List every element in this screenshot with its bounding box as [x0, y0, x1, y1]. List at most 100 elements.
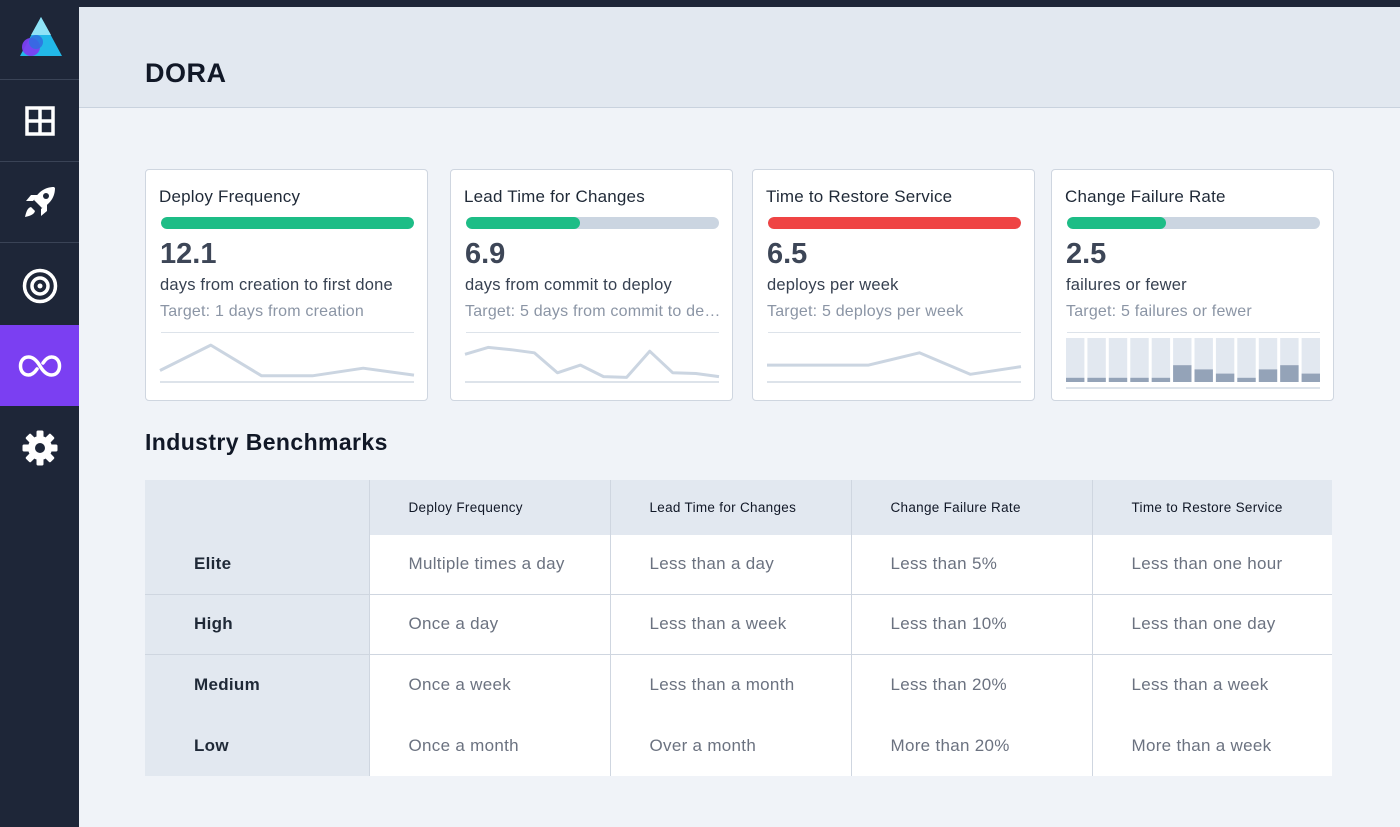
failure-bar — [1194, 369, 1213, 382]
bar-background — [1130, 338, 1149, 382]
failure-bar — [1087, 377, 1106, 382]
metric-card-time-to-restore[interactable]: Time to Restore Service 6.5 deploys per … — [752, 169, 1035, 401]
metric-value: 6.9 — [465, 238, 506, 270]
level-label: High — [145, 594, 370, 655]
table-cell: Less than 5% — [851, 535, 1093, 595]
failure-bar — [1215, 373, 1235, 382]
top-strip — [0, 0, 1400, 7]
table-row: Medium Once a week Less than a month Les… — [145, 654, 1332, 716]
page-title: DORA — [145, 58, 227, 88]
table-row: Low Once a month Over a month More than … — [145, 716, 1332, 776]
header-corner-cell — [145, 480, 370, 535]
bar-background — [1151, 338, 1171, 382]
table-cell: Once a week — [369, 654, 611, 716]
card-title: Time to Restore Service — [766, 187, 953, 206]
dashboard-grid-icon — [24, 106, 55, 136]
trend-sparkline — [159, 343, 415, 383]
table-cell: Less than a week — [1092, 654, 1332, 716]
card-divider — [161, 332, 414, 333]
sparkline-series — [464, 345, 720, 379]
column-header: Time to Restore Service — [1092, 480, 1332, 535]
level-label: Elite — [145, 535, 370, 595]
progress-bar — [768, 217, 1021, 229]
progress-fill — [1067, 217, 1166, 229]
progress-bar — [161, 217, 414, 229]
card-title: Deploy Frequency — [159, 187, 301, 206]
progress-bar — [466, 217, 719, 229]
failure-bar — [1108, 377, 1128, 382]
card-divider — [768, 332, 1021, 333]
app-logo[interactable] — [0, 0, 79, 80]
metric-value: 12.1 — [160, 238, 217, 270]
metric-unit: days from creation to first done — [160, 276, 393, 294]
table-header-row: Deploy Frequency Lead Time for Changes C… — [145, 480, 1332, 535]
table-cell: Multiple times a day — [369, 535, 611, 595]
column-header: Deploy Frequency — [369, 480, 611, 535]
metric-card-change-failure-rate[interactable]: Change Failure Rate 2.5 failures or fewe… — [1051, 169, 1334, 401]
table-cell: Over a month — [610, 716, 852, 776]
card-title: Change Failure Rate — [1065, 187, 1226, 206]
sparkline-series — [767, 351, 1022, 376]
table-cell: Less than one hour — [1092, 535, 1332, 595]
table-row: Elite Multiple times a day Less than a d… — [145, 535, 1332, 595]
bar-background — [1087, 338, 1106, 382]
metric-card-deploy-frequency[interactable]: Deploy Frequency 12.1 days from creation… — [145, 169, 428, 401]
rocket-icon — [24, 187, 55, 217]
sidebar-item-dora[interactable] — [0, 325, 79, 406]
table-cell: More than 20% — [851, 716, 1093, 776]
failure-bar — [1151, 377, 1171, 382]
failure-bar — [1130, 377, 1149, 382]
card-divider — [1067, 332, 1320, 333]
table-cell: Less than a month — [610, 654, 852, 716]
progress-fill — [161, 217, 414, 229]
main-content: DORA Deploy Frequency 12.1 days from cre… — [79, 7, 1400, 827]
metric-value: 2.5 — [1066, 238, 1107, 270]
sidebar-item-dashboard[interactable] — [0, 81, 79, 162]
failure-bar — [1280, 365, 1299, 382]
target-icon — [22, 268, 57, 303]
sidebar — [0, 0, 79, 827]
table-cell: Less than one day — [1092, 594, 1332, 655]
metric-card-lead-time[interactable]: Lead Time for Changes 6.9 days from comm… — [450, 169, 733, 401]
failure-bar — [1237, 377, 1256, 382]
table-cell: Less than a week — [610, 594, 852, 655]
failure-bar — [1258, 369, 1278, 382]
trend-sparkline — [464, 345, 720, 383]
sidebar-item-goals[interactable] — [0, 245, 79, 326]
benchmarks-table: Deploy Frequency Lead Time for Changes C… — [145, 480, 1332, 776]
level-label: Low — [145, 716, 370, 776]
column-header: Lead Time for Changes — [610, 480, 852, 535]
metric-unit: days from commit to deploy — [465, 276, 672, 294]
trend-sparkline — [767, 351, 1022, 383]
page-header: DORA — [79, 7, 1400, 108]
logo-icon — [20, 17, 62, 56]
gear-icon — [22, 430, 57, 465]
metric-target: Target: 1 days from creation — [160, 303, 364, 320]
sidebar-item-settings[interactable] — [0, 407, 79, 488]
progress-fill — [768, 217, 1021, 229]
metric-target: Target: 5 days from commit to deploy — [465, 303, 723, 320]
benchmarks-title: Industry Benchmarks — [145, 429, 388, 455]
sidebar-item-deployments[interactable] — [0, 162, 79, 243]
card-divider — [466, 332, 719, 333]
sparkline-series — [159, 343, 415, 378]
table-cell: Less than 10% — [851, 594, 1093, 655]
progress-fill — [466, 217, 580, 229]
table-cell: Once a day — [369, 594, 611, 655]
failure-bar — [1301, 373, 1320, 382]
table-row: High Once a day Less than a week Less th… — [145, 594, 1332, 655]
column-header: Change Failure Rate — [851, 480, 1093, 535]
bar-background — [1215, 338, 1235, 382]
table-cell: Once a month — [369, 716, 611, 776]
failure-bar-chart — [1066, 338, 1320, 389]
metric-target: Target: 5 deploys per week — [767, 303, 964, 320]
progress-bar — [1067, 217, 1320, 229]
bar-background — [1237, 338, 1256, 382]
table-cell: Less than a day — [610, 535, 852, 595]
failure-bar — [1173, 365, 1192, 382]
bar-background — [1066, 338, 1085, 382]
metric-value: 6.5 — [767, 238, 808, 270]
table-cell: Less than 20% — [851, 654, 1093, 716]
metric-unit: failures or fewer — [1066, 276, 1187, 294]
bar-background — [1301, 338, 1320, 382]
